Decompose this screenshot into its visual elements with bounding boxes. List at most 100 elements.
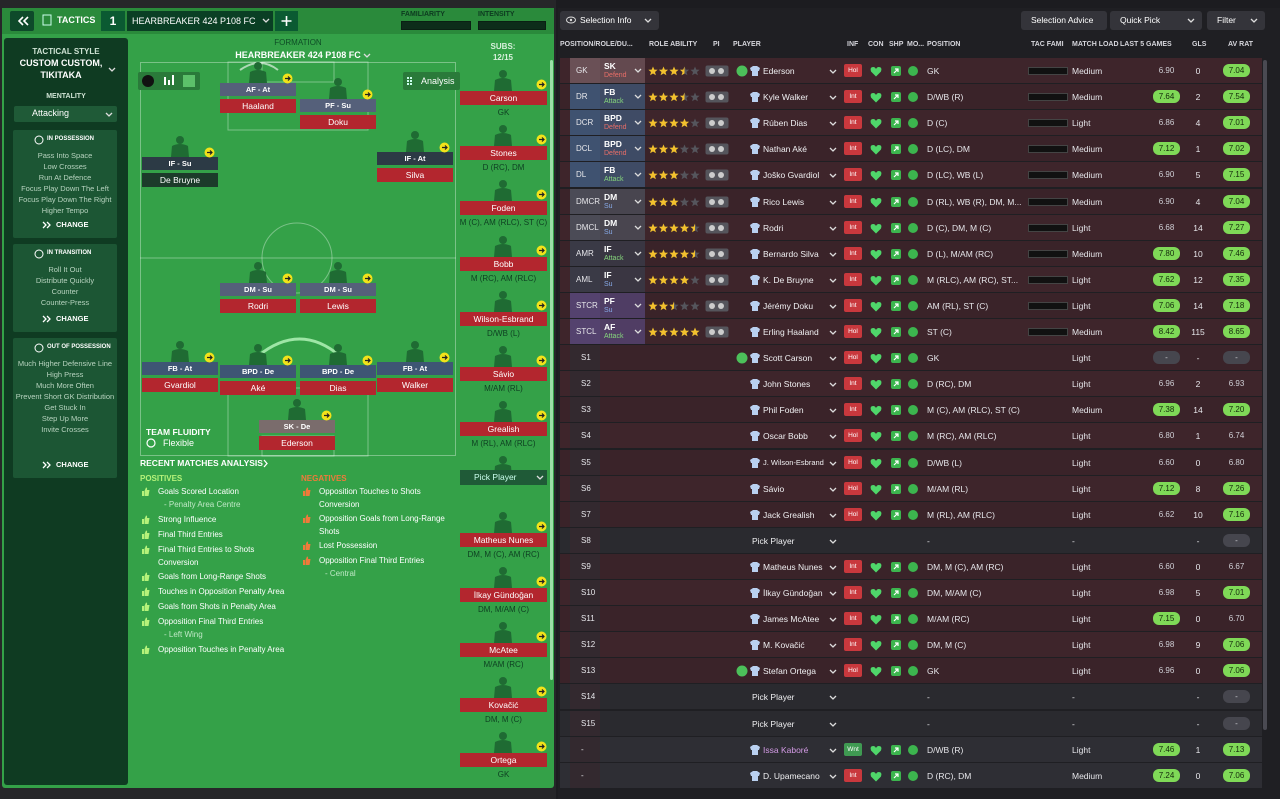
analysis-button[interactable]	[403, 72, 460, 90]
section-icon-svg	[34, 249, 44, 259]
sub-name-box[interactable]: Matheus Nunes	[460, 533, 547, 547]
player-name[interactable]: Pick Player	[752, 535, 795, 546]
player-name[interactable]: Ederson	[763, 66, 795, 76]
player-name[interactable]: John Stones	[763, 379, 811, 390]
inf-badge: Int	[844, 272, 862, 286]
player-name[interactable]: Scott Carson	[763, 353, 813, 364]
formation-name[interactable]: HEARBREAKER 424 P108 FC	[235, 50, 361, 60]
star	[679, 249, 690, 258]
sub-name-box[interactable]: Sávio	[460, 367, 547, 381]
player-name[interactable]: Rúben Dias	[763, 118, 808, 129]
player-name[interactable]: Rodri	[763, 222, 784, 233]
add-tactic-button[interactable]	[275, 11, 298, 31]
slot: DCL	[576, 144, 593, 154]
player-name[interactable]: Phil Foden	[763, 405, 804, 416]
player-name[interactable]: M. Kovačić	[763, 640, 805, 651]
name-box[interactable]: Gvardiol	[142, 378, 218, 392]
change-button[interactable]: CHANGE	[56, 314, 89, 323]
style-value[interactable]: CUSTOM CUSTOM, TIKITAKA	[19, 58, 103, 80]
player-name[interactable]: J. Wilson-Esbrand	[763, 457, 824, 467]
name-box[interactable]: De Bruyne	[142, 173, 218, 187]
sub-name-box[interactable]: Ortega	[460, 753, 547, 767]
shirt-icon	[749, 404, 761, 416]
analysis-title[interactable]: RECENT MATCHES ANALYSIS	[140, 458, 263, 468]
sub-name-box[interactable]: Stones	[460, 146, 547, 160]
name-box[interactable]: Walker	[377, 378, 453, 392]
name-box[interactable]: Dias	[300, 381, 376, 395]
name-box[interactable]: Rodri	[220, 299, 296, 313]
player-name[interactable]: İlkay Gündoğan	[763, 588, 823, 598]
tactic-name-dropdown[interactable]: HEARBREAKER 424 P108 FC	[127, 11, 273, 31]
shirt-icon	[749, 744, 761, 756]
slot: GK	[576, 66, 588, 75]
star	[669, 223, 679, 232]
sub-name-box[interactable]: İlkay Gündoğan	[460, 588, 547, 602]
shirt-icon	[749, 196, 761, 208]
star	[690, 223, 700, 232]
player-name[interactable]: D. Upamecano	[763, 770, 820, 781]
player-name[interactable]: Bernardo Silva	[763, 248, 819, 259]
player-name[interactable]: Jack Grealish	[763, 509, 815, 520]
mentality-dropdown[interactable]: Attacking	[14, 106, 117, 122]
slot-cell	[570, 606, 600, 632]
player-name[interactable]: Pick Player	[752, 718, 795, 729]
pick-player-dropdown[interactable]: Pick Player	[460, 470, 547, 485]
player-figure	[246, 61, 270, 83]
name-box[interactable]: Ederson	[259, 436, 335, 450]
back-button[interactable]	[10, 11, 34, 31]
tactic-slot[interactable]: 1	[101, 11, 125, 31]
goals: 1	[1195, 431, 1201, 442]
toolbar-button[interactable]: Filter	[1207, 11, 1265, 30]
name-box[interactable]: Aké	[220, 381, 296, 395]
sub-name-box[interactable]: Bobb	[460, 257, 547, 271]
inf-badge: Int	[844, 116, 862, 130]
change-button[interactable]: CHANGE	[56, 460, 89, 469]
change-button[interactable]: CHANGE	[56, 220, 89, 229]
caret	[829, 487, 837, 493]
sub-name-box[interactable]: Foden	[460, 201, 547, 215]
sub-name-box[interactable]: McAtee	[460, 643, 547, 657]
player-name[interactable]: K. De Bruyne	[763, 274, 814, 285]
role-cell	[600, 110, 645, 136]
instruction-arrow	[536, 355, 547, 366]
view-toggle[interactable]	[138, 72, 200, 90]
player-name[interactable]: Joško Gvardiol	[763, 170, 820, 181]
toolbar-button[interactable]: Selection Info	[560, 11, 659, 30]
toolbar-button[interactable]: Selection Advice	[1021, 11, 1107, 30]
sub-name-box[interactable]: Carson	[460, 91, 547, 105]
sub-name-box[interactable]: Grealish	[460, 422, 547, 436]
player-name[interactable]: James McAtee	[763, 614, 820, 625]
player-name[interactable]: Stefan Ortega	[763, 666, 816, 677]
player-name[interactable]: Nathan Aké	[763, 144, 807, 155]
shirt-icon-svg	[750, 744, 760, 755]
player-name[interactable]: Pick Player	[752, 692, 795, 703]
toolbar-button[interactable]: Quick Pick	[1110, 11, 1202, 30]
analysis-item: Goals Scored Location	[158, 487, 239, 496]
change-icon	[42, 315, 52, 323]
name-box[interactable]: Haaland	[220, 99, 296, 113]
position: GK	[927, 353, 940, 364]
sharpness-icon	[891, 666, 901, 677]
name-box[interactable]: Doku	[300, 115, 376, 129]
player-name[interactable]: Jérémy Doku	[763, 300, 814, 311]
section-icon	[34, 249, 44, 259]
name-box[interactable]: Silva	[377, 168, 453, 182]
player-figure-svg	[406, 341, 424, 362]
instruction: Pass Into Space	[37, 151, 93, 160]
player-name[interactable]: Oscar Bobb	[763, 431, 808, 442]
player-name[interactable]: Sávio	[763, 483, 785, 494]
inf-badge: Int	[844, 168, 862, 182]
morale-icon	[908, 353, 918, 364]
role-ability-svg	[648, 223, 700, 232]
player-name[interactable]: Erling Haaland	[763, 327, 819, 337]
sharpness-icon-svg	[891, 144, 901, 155]
player-name[interactable]: Kyle Walker	[763, 92, 809, 103]
star	[658, 170, 669, 180]
player-name[interactable]: Rico Lewis	[763, 196, 805, 207]
sub-name-box[interactable]: Wilson-Esbrand	[460, 312, 547, 326]
status-icon-svg	[736, 509, 748, 521]
player-name[interactable]: Matheus Nunes	[763, 561, 823, 572]
player-name[interactable]: Issa Kaboré	[763, 744, 809, 755]
name-box[interactable]: Lewis	[300, 299, 376, 313]
sub-name-box[interactable]: Kovačić	[460, 698, 547, 712]
